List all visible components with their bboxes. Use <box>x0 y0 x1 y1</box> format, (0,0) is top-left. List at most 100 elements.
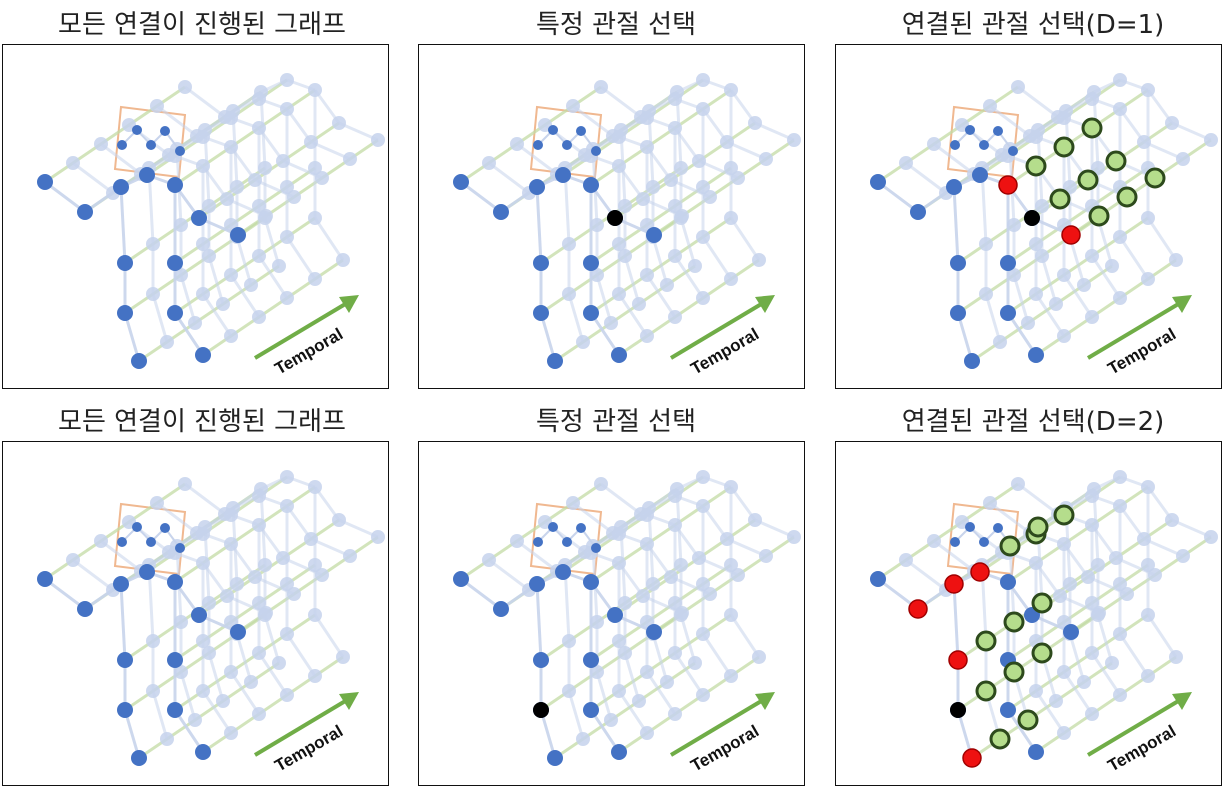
head-joint <box>979 537 989 547</box>
joint-past-frame <box>927 534 941 548</box>
temporal-arrow-shaft <box>669 698 765 757</box>
joint-past-frame <box>696 688 710 702</box>
joint-past-frame <box>178 80 192 94</box>
joint-past-frame <box>1113 291 1127 305</box>
joint-past-frame <box>1169 650 1183 664</box>
spatial-bone <box>313 217 345 261</box>
joint-past-frame <box>224 329 238 343</box>
joint <box>547 750 563 766</box>
head-joint <box>548 522 558 532</box>
joint-past-frame <box>640 726 654 740</box>
joint-past-frame <box>590 268 604 282</box>
joint-past-frame <box>315 568 329 582</box>
joint-past-frame <box>1137 135 1151 149</box>
joint-past-frame <box>336 650 350 664</box>
spatial-bone <box>119 583 127 661</box>
joint-past-frame <box>308 480 322 494</box>
temporal-neighbor-joint <box>1031 642 1053 664</box>
joint-past-frame <box>259 606 273 620</box>
joint-past-frame <box>1105 656 1119 670</box>
joint-past-frame <box>1077 278 1091 292</box>
joint-past-frame <box>612 287 626 301</box>
joint <box>946 179 962 195</box>
joint <box>195 744 211 760</box>
spatial-bone <box>1006 312 1038 356</box>
joint-past-frame <box>160 732 174 746</box>
spatial-bone <box>257 255 289 299</box>
spatial-bone <box>1143 140 1184 161</box>
joint-past-frame <box>304 532 318 546</box>
spatial-bone <box>679 614 697 664</box>
spatial-bone <box>651 236 669 286</box>
joint <box>77 601 93 617</box>
spatial-bone <box>905 558 947 592</box>
spatial-bone <box>539 709 557 759</box>
st-graph-svg: Temporal <box>870 470 1218 775</box>
joint-past-frame <box>674 558 688 572</box>
spatial-bone <box>310 140 351 161</box>
joint-past-frame <box>724 161 738 175</box>
joint-past-frame <box>688 259 702 273</box>
spatial-bone <box>235 236 253 286</box>
head-joint <box>160 126 170 136</box>
spatial-bone <box>100 539 142 573</box>
temporal-neighbor-joint <box>1088 205 1110 227</box>
joint-past-frame <box>1091 161 1105 175</box>
joint <box>117 652 133 668</box>
joint <box>167 255 183 271</box>
joint-past-frame <box>692 551 706 565</box>
joint <box>529 576 545 592</box>
joint <box>113 576 129 592</box>
spatial-bone <box>1087 575 1128 596</box>
spatial-bone <box>595 671 613 721</box>
spatial-bone <box>119 186 127 264</box>
joint-past-frame <box>280 688 294 702</box>
joint-past-frame <box>594 80 608 94</box>
joint-past-frame <box>1204 133 1218 147</box>
joint-past-frame <box>224 508 238 522</box>
joint-past-frame <box>259 209 273 223</box>
joint-past-frame <box>612 556 626 570</box>
spatial-bone <box>1006 709 1038 753</box>
spatial-bone <box>72 558 114 592</box>
spatial-neighbor-joint <box>1061 225 1081 245</box>
joint-past-frame <box>280 577 294 591</box>
joint-past-frame <box>332 116 346 130</box>
joint-past-frame <box>640 508 654 522</box>
spatial-bone <box>1062 671 1094 715</box>
joint-past-frame <box>224 537 238 551</box>
joint <box>1000 305 1016 321</box>
joint-past-frame <box>1113 230 1127 244</box>
spatial-bone <box>1146 217 1178 261</box>
joint-past-frame <box>94 534 108 548</box>
spatial-bone <box>460 180 502 214</box>
spatial-bone <box>567 293 585 343</box>
spatial-bone <box>201 690 233 734</box>
spatial-bone <box>179 274 197 324</box>
temporal-neighbor-joint <box>1003 611 1025 633</box>
spatial-bone <box>1062 274 1094 318</box>
spatial-bone <box>516 142 558 176</box>
joint-past-frame <box>632 297 646 311</box>
head-joint <box>533 140 543 150</box>
joint-past-frame <box>1029 287 1043 301</box>
joint-past-frame <box>1057 268 1071 282</box>
joint-past-frame <box>674 161 688 175</box>
joint-past-frame <box>604 713 618 727</box>
joint-past-frame <box>787 133 801 147</box>
joint-past-frame <box>993 335 1007 349</box>
joint-past-frame <box>287 587 301 601</box>
head-joint <box>146 537 156 547</box>
joint-past-frame <box>636 192 650 206</box>
joint-past-frame <box>220 192 234 206</box>
temporal-neighbor-joint <box>975 680 997 702</box>
temporal-neighbor-joint <box>1027 516 1049 538</box>
joint-past-frame <box>308 608 322 622</box>
spatial-bone <box>151 293 169 343</box>
temporal-label: Temporal <box>688 721 763 775</box>
temporal-arrow-shaft <box>1086 698 1182 757</box>
joint-past-frame <box>258 558 272 572</box>
spatial-bone <box>516 539 558 573</box>
title-bottom-right: 연결된 관절 선택(D=2) <box>901 407 1165 437</box>
joint-past-frame <box>759 152 773 166</box>
